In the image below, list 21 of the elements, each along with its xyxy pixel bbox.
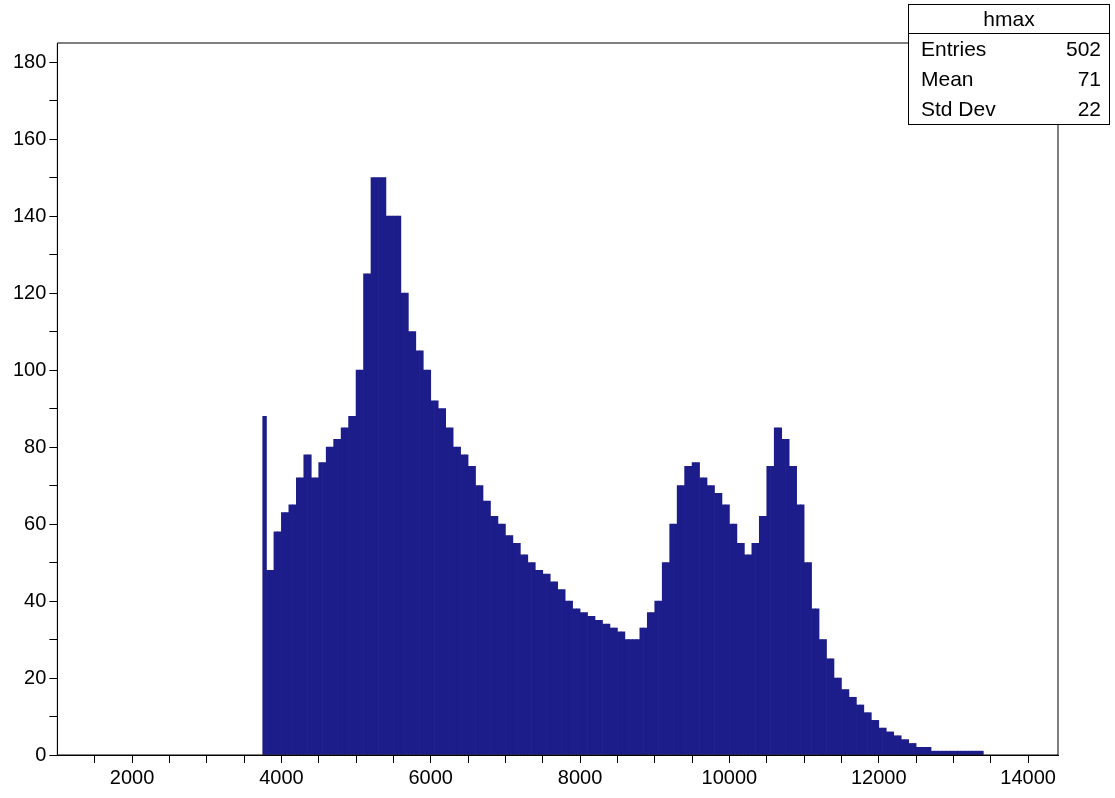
text: Entries 502 <box>921 37 1101 60</box>
y-tick-label: 40 <box>24 588 47 611</box>
text: Mean 71 <box>921 67 1101 90</box>
x-tick-label: 14000 <box>1000 765 1056 788</box>
y-tick-label: 180 <box>12 49 47 72</box>
x-tick-label: 6000 <box>408 765 453 788</box>
y-tick-label: 20 <box>24 665 47 688</box>
x-tick-label: 4000 <box>259 765 304 788</box>
y-tick-label: 0 <box>35 742 47 765</box>
chart-title: hmax <box>909 5 1109 34</box>
x-tick-label: 2000 <box>109 765 155 788</box>
text: Std Dev 22 <box>921 97 1101 120</box>
y-tick-label: 60 <box>24 511 47 534</box>
y-tick-label: 120 <box>12 280 47 303</box>
y-tick-label: 140 <box>12 203 47 226</box>
y-tick-label: 160 <box>12 126 47 149</box>
y-tick-label: 80 <box>24 434 47 457</box>
x-tick-label: 10000 <box>701 765 758 788</box>
x-tick-label: 8000 <box>557 765 603 788</box>
x-tick-label: 12000 <box>850 765 907 788</box>
y-tick-label: 100 <box>12 357 47 380</box>
